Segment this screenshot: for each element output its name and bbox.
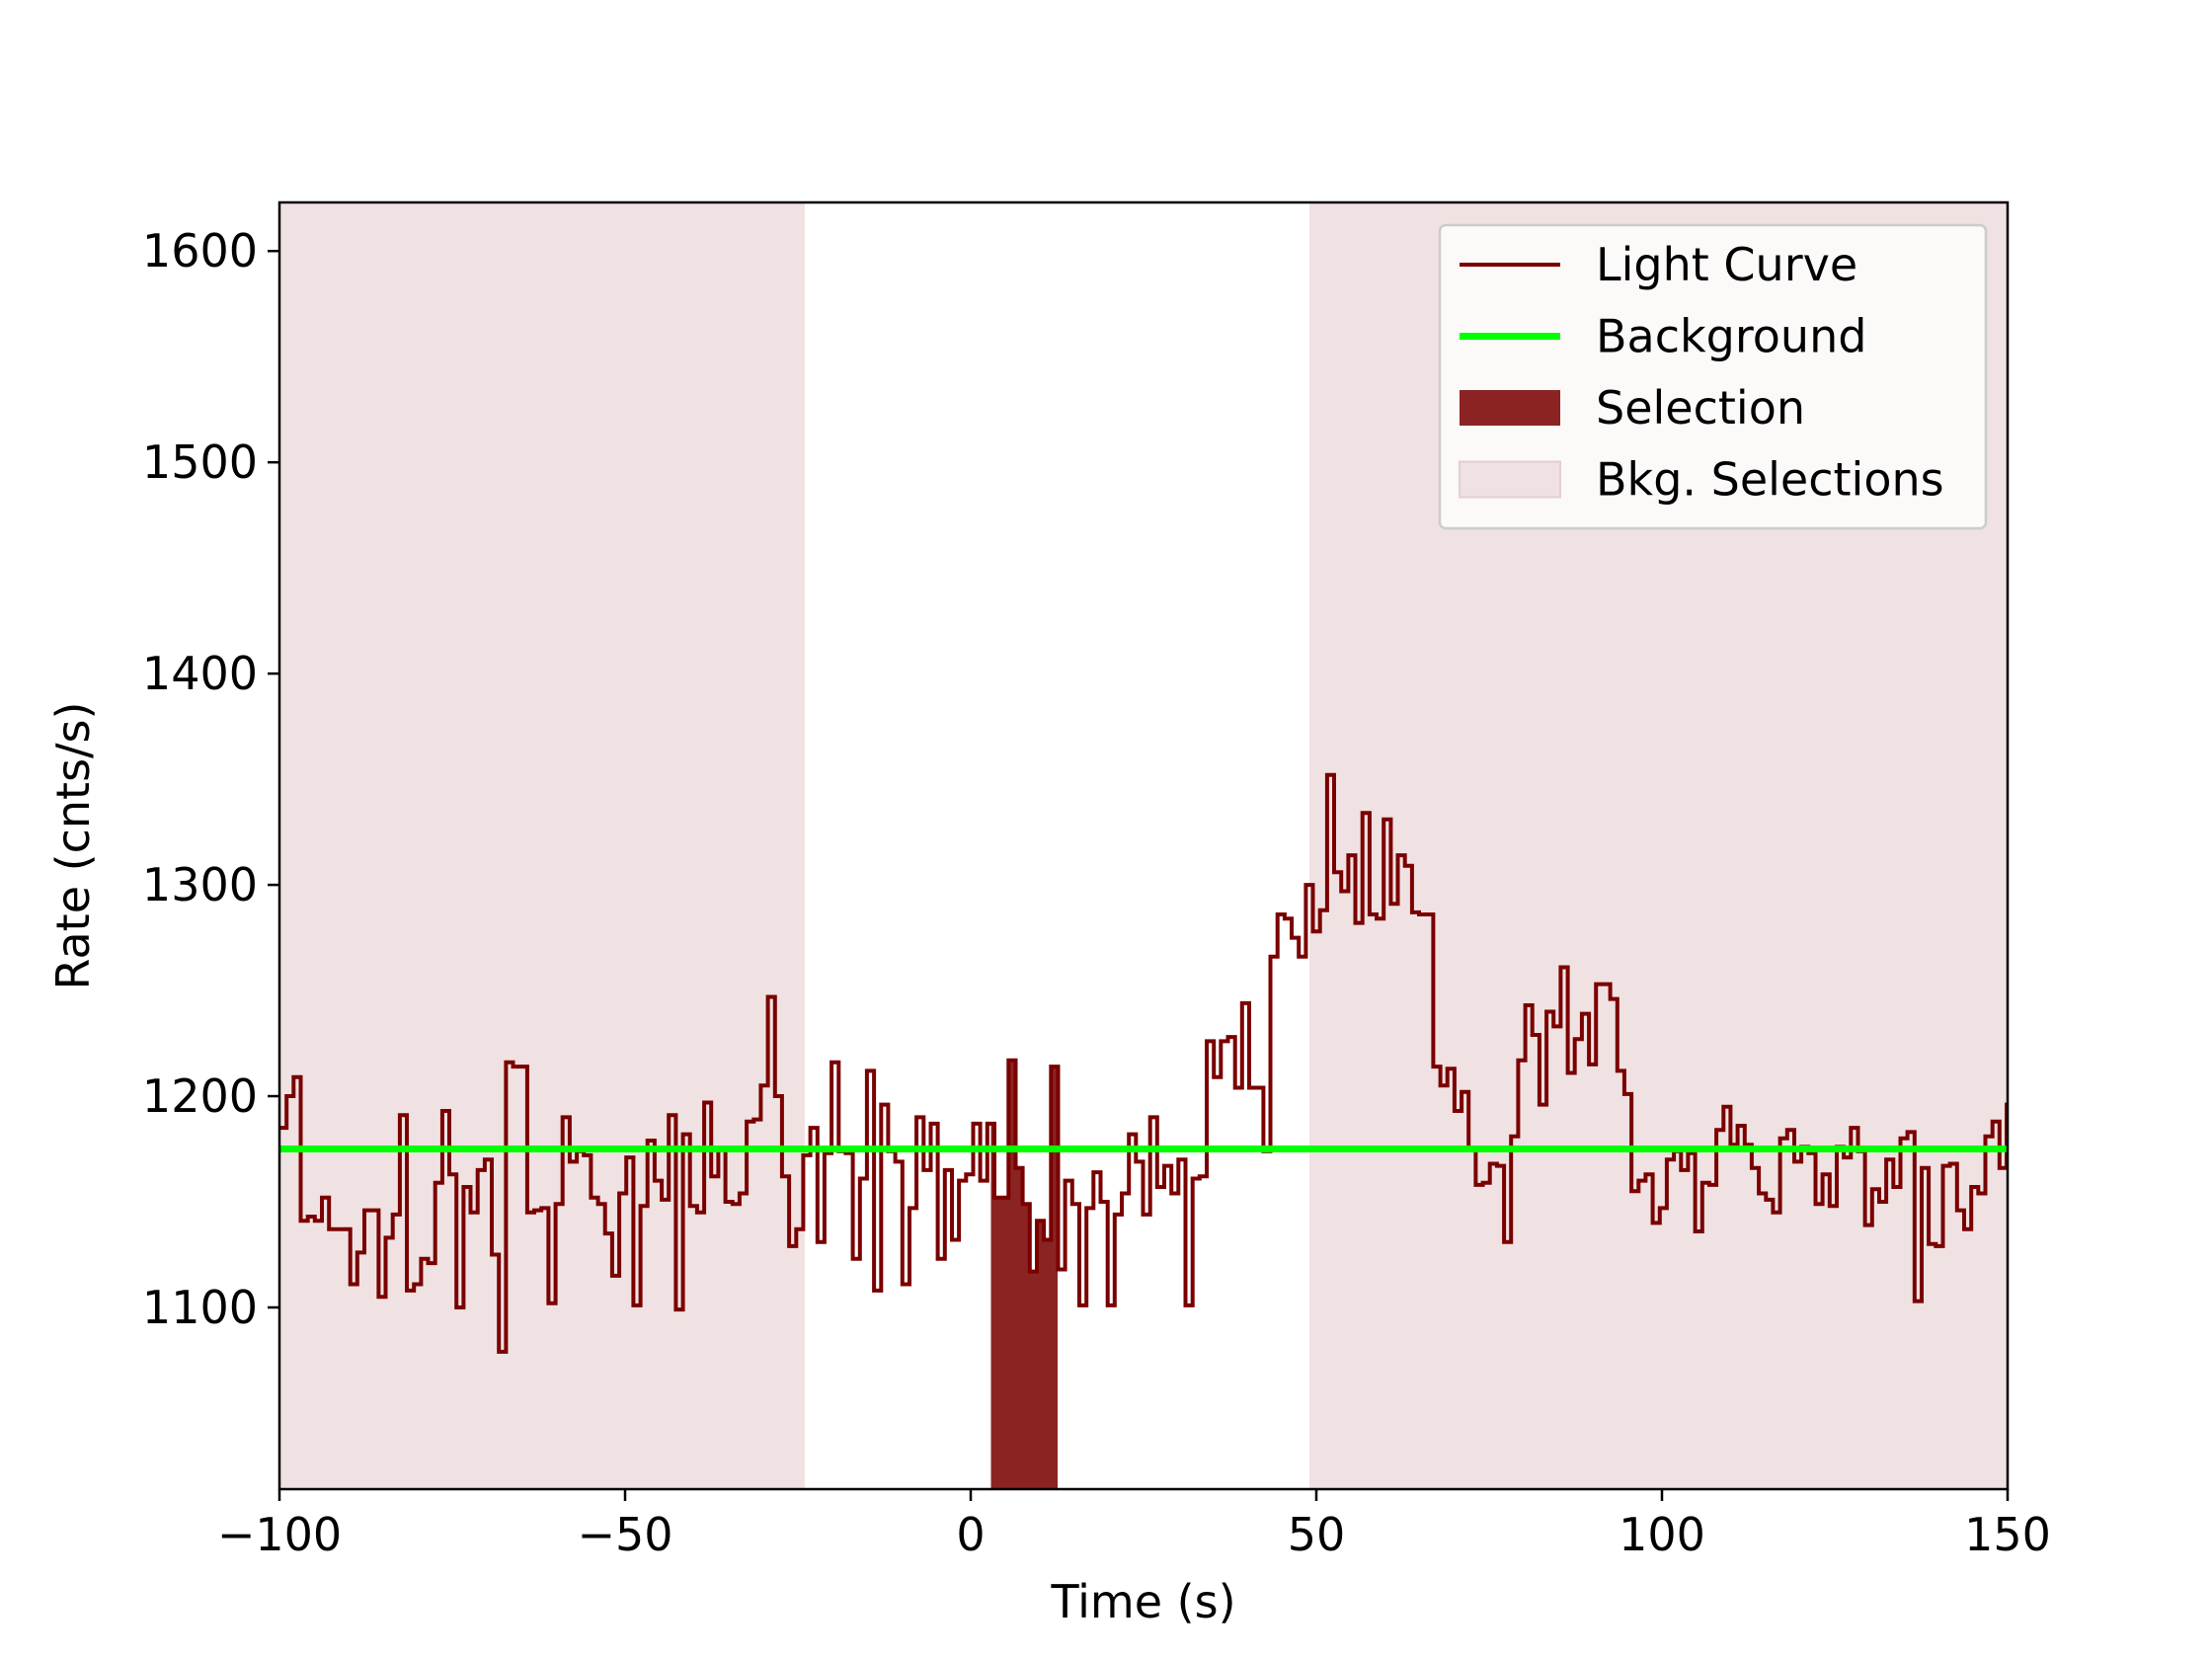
x-tick-label: 50 — [1288, 1508, 1346, 1561]
legend-label: Light Curve — [1596, 238, 1857, 291]
y-tick-label: 1500 — [142, 435, 258, 489]
legend-swatch — [1460, 390, 1560, 426]
bkg-selection-region-0 — [279, 202, 805, 1489]
bkg-selection-regions — [279, 202, 2008, 1489]
y-tick-label: 1100 — [142, 1281, 258, 1334]
legend-entry-3: Bkg. Selections — [1459, 453, 1944, 507]
x-tick-label: 0 — [956, 1508, 985, 1561]
x-tick-label: −100 — [217, 1508, 342, 1561]
x-axis-ticks: −100 −50 0 50 100 150 — [217, 1489, 2051, 1561]
legend-entry-1: Background — [1460, 310, 1866, 363]
legend-label: Selection — [1596, 381, 1805, 434]
legend-entry-0: Light Curve — [1460, 238, 1857, 291]
x-tick-label: −50 — [577, 1508, 672, 1561]
y-tick-label: 1200 — [142, 1069, 258, 1123]
legend-entry-2: Selection — [1460, 381, 1805, 434]
y-tick-label: 1300 — [142, 858, 258, 911]
y-axis-label: Rate (cnts/s) — [46, 702, 100, 990]
legend-label: Background — [1596, 310, 1866, 363]
plot-frame — [277, 200, 2010, 1491]
legend-swatch — [1459, 460, 1561, 499]
legend: Light Curve Background Selection Bkg. Selec… — [1438, 223, 1988, 530]
legend-label: Bkg. Selections — [1596, 453, 1944, 507]
y-tick-label: 1400 — [142, 647, 258, 700]
y-axis-ticks: 1100 1200 1300 1400 1500 1600 — [142, 224, 279, 1334]
legend-box — [1438, 223, 1988, 530]
y-tick-label: 1600 — [142, 224, 258, 277]
x-tick-label: 100 — [1619, 1508, 1705, 1561]
x-tick-label: 150 — [1964, 1508, 2051, 1561]
x-axis-label: Time (s) — [1050, 1575, 1235, 1628]
